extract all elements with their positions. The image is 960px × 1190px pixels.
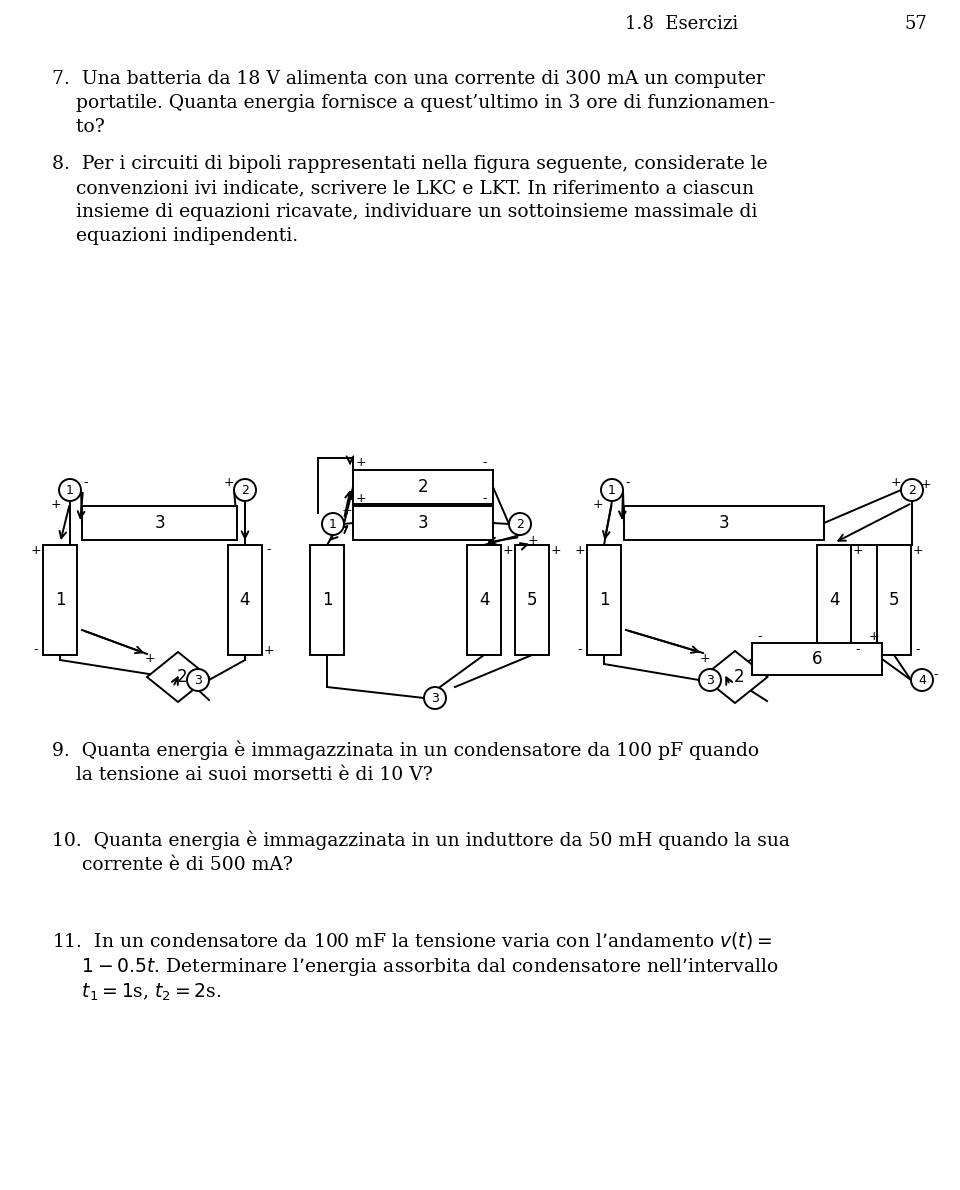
- Text: 6: 6: [812, 650, 823, 668]
- Text: 4: 4: [240, 591, 251, 609]
- Text: 3: 3: [431, 691, 439, 704]
- Text: +: +: [575, 544, 586, 557]
- Text: +: +: [342, 503, 352, 516]
- Text: -: -: [626, 476, 631, 489]
- Circle shape: [59, 480, 81, 501]
- Text: -: -: [84, 476, 88, 489]
- Text: $1 - 0.5t$. Determinare l’energia assorbita dal condensatore nell’intervallo: $1 - 0.5t$. Determinare l’energia assorb…: [52, 956, 779, 978]
- Text: +: +: [264, 644, 275, 657]
- Text: -: -: [34, 644, 38, 657]
- Bar: [82, 506, 237, 540]
- Text: +: +: [852, 544, 863, 557]
- Text: +: +: [31, 544, 41, 557]
- Text: +: +: [921, 478, 931, 491]
- Text: 10.  Quanta energia è immagazzinata in un induttore da 50 mH quando la sua: 10. Quanta energia è immagazzinata in un…: [52, 829, 790, 850]
- Text: +: +: [224, 476, 234, 489]
- Text: $t_1 = 1$s, $t_2 = 2$s.: $t_1 = 1$s, $t_2 = 2$s.: [52, 982, 222, 1003]
- Text: equazioni indipendenti.: equazioni indipendenti.: [52, 227, 299, 245]
- Text: 9.  Quanta energia è immagazzinata in un condensatore da 100 pF quando: 9. Quanta energia è immagazzinata in un …: [52, 740, 759, 759]
- Text: 57: 57: [905, 15, 927, 33]
- Text: +: +: [700, 652, 710, 665]
- Text: -: -: [934, 669, 938, 682]
- Text: 1: 1: [599, 591, 610, 609]
- Text: 5: 5: [889, 591, 900, 609]
- Text: 4: 4: [918, 674, 926, 687]
- Text: la tensione ai suoi morsetti è di 10 V?: la tensione ai suoi morsetti è di 10 V?: [52, 766, 433, 784]
- Text: 2: 2: [177, 668, 187, 685]
- Text: 1: 1: [322, 591, 332, 609]
- Text: 11.  In un condensatore da 100 mF la tensione varia con l’andamento $v(t) =$: 11. In un condensatore da 100 mF la tens…: [52, 931, 772, 951]
- Text: 2: 2: [908, 483, 916, 496]
- Circle shape: [322, 513, 344, 536]
- Text: insieme di equazioni ricavate, individuare un sottoinsieme massimale di: insieme di equazioni ricavate, individua…: [52, 203, 757, 221]
- Text: corrente è di 500 mA?: corrente è di 500 mA?: [52, 856, 293, 873]
- Bar: [353, 506, 493, 540]
- Text: portatile. Quanta energia fornisce a quest’ultimo in 3 ore di funzionamen-: portatile. Quanta energia fornisce a que…: [52, 94, 776, 112]
- Text: -: -: [267, 544, 272, 557]
- Text: +: +: [503, 544, 514, 557]
- Text: -: -: [483, 493, 488, 506]
- Text: convenzioni ivi indicate, scrivere le LKC e LKT. In riferimento a ciascun: convenzioni ivi indicate, scrivere le LK…: [52, 178, 755, 198]
- Circle shape: [509, 513, 531, 536]
- Polygon shape: [703, 651, 767, 703]
- Text: -: -: [916, 644, 921, 657]
- Bar: [752, 643, 882, 675]
- Bar: [467, 545, 501, 654]
- Text: -: -: [578, 644, 583, 657]
- Text: +: +: [356, 457, 367, 470]
- Text: 1: 1: [329, 518, 337, 531]
- Bar: [515, 545, 549, 654]
- Text: +: +: [592, 497, 603, 511]
- Text: -: -: [855, 644, 860, 657]
- Circle shape: [901, 480, 923, 501]
- Circle shape: [424, 687, 446, 709]
- Text: 2: 2: [241, 483, 249, 496]
- Text: 5: 5: [527, 591, 538, 609]
- Circle shape: [234, 480, 256, 501]
- Text: +: +: [356, 493, 367, 506]
- Text: 3: 3: [719, 514, 730, 532]
- Text: 4: 4: [479, 591, 490, 609]
- Text: +: +: [913, 544, 924, 557]
- Text: 3: 3: [194, 674, 202, 687]
- Text: 1: 1: [608, 483, 616, 496]
- Bar: [353, 470, 493, 505]
- Text: 1: 1: [66, 483, 74, 496]
- Text: +: +: [528, 533, 539, 546]
- Text: 8.  Per i circuiti di bipoli rappresentati nella figura seguente, considerate le: 8. Per i circuiti di bipoli rappresentat…: [52, 155, 768, 173]
- Bar: [877, 545, 911, 654]
- Circle shape: [187, 669, 209, 691]
- Circle shape: [911, 669, 933, 691]
- Text: 3: 3: [706, 674, 714, 687]
- Circle shape: [601, 480, 623, 501]
- Text: 1.8  Esercizi: 1.8 Esercizi: [625, 15, 738, 33]
- Text: +: +: [891, 476, 901, 489]
- Bar: [587, 545, 621, 654]
- Text: 2: 2: [418, 478, 428, 496]
- Text: to?: to?: [52, 118, 105, 136]
- Text: 3: 3: [418, 514, 428, 532]
- Bar: [817, 545, 851, 654]
- Bar: [310, 545, 344, 654]
- Bar: [43, 545, 77, 654]
- Text: -: -: [483, 457, 488, 470]
- Text: +: +: [869, 631, 879, 644]
- Text: 7.  Una batteria da 18 V alimenta con una corrente di 300 mA un computer: 7. Una batteria da 18 V alimenta con una…: [52, 70, 765, 88]
- Text: +: +: [145, 652, 156, 665]
- Text: 3: 3: [155, 514, 165, 532]
- Text: 2: 2: [516, 518, 524, 531]
- Circle shape: [699, 669, 721, 691]
- Bar: [228, 545, 262, 654]
- Text: 2: 2: [733, 668, 744, 685]
- Text: -: -: [757, 631, 762, 644]
- Bar: [624, 506, 824, 540]
- Text: +: +: [551, 544, 562, 557]
- Text: 4: 4: [828, 591, 839, 609]
- Polygon shape: [147, 652, 209, 702]
- Text: +: +: [51, 497, 61, 511]
- Text: 1: 1: [55, 591, 65, 609]
